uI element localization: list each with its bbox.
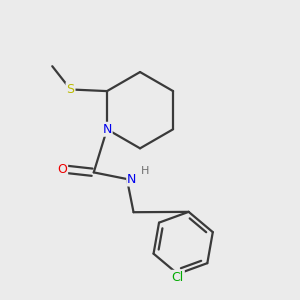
Text: S: S bbox=[67, 83, 74, 96]
Text: N: N bbox=[102, 123, 112, 136]
Text: H: H bbox=[141, 166, 149, 176]
Text: O: O bbox=[57, 163, 67, 176]
Text: N: N bbox=[127, 172, 136, 185]
Text: Cl: Cl bbox=[172, 271, 184, 284]
